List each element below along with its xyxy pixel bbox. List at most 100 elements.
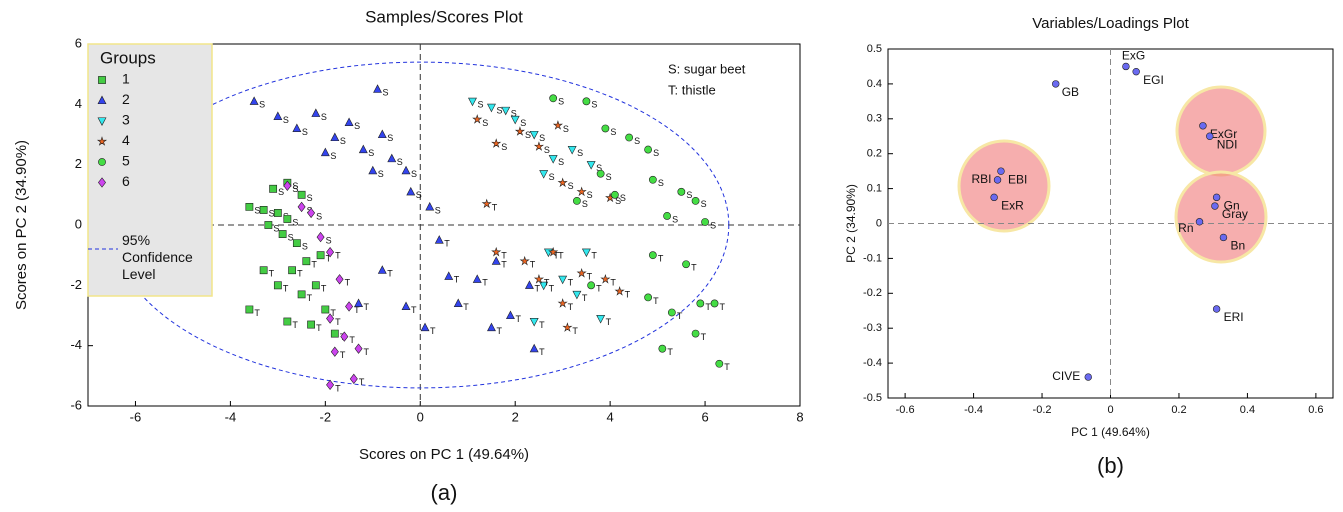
legend-marker [98,177,106,188]
point-label: EGI [1143,73,1164,87]
point-label: S [302,241,308,251]
point [326,246,335,258]
y-tick-label: 0.5 [867,43,882,55]
point [625,133,634,142]
point [425,201,435,211]
point [245,305,254,314]
point-label: T [321,284,327,294]
point [1052,80,1060,88]
y-axis-label: Scores on PC 2 (34.90%) [13,140,30,310]
point-label: S [316,211,322,221]
point [311,281,320,290]
point-label: T [568,278,574,288]
point [529,343,539,353]
point-label: EBI [1008,172,1027,186]
point [335,274,344,285]
point [297,201,306,213]
point-label: S [615,196,621,206]
legend-marker [97,95,107,105]
point [1122,62,1130,71]
point [529,130,539,140]
point [330,329,339,338]
point-label: T [311,260,317,270]
point-label: T [515,314,521,324]
point [581,248,591,258]
point-label: T [501,251,507,261]
point-label: S [539,133,545,143]
point [572,290,582,300]
point-label: S [292,184,298,194]
point-label: S [587,190,593,200]
point [472,274,482,283]
point-label: T [482,278,488,288]
point-label: T [677,311,683,321]
point-label: S [653,148,659,158]
point-label: ExR [1001,198,1024,212]
x-tick-label: 0 [417,409,424,424]
legend-label: 4 [122,132,130,148]
point [278,230,287,238]
x-tick-label: 0.4 [1240,404,1255,416]
point [576,186,587,197]
point [330,132,340,142]
point-label: Gn [1224,198,1240,212]
point-label: T [610,278,616,288]
point-label: S [259,100,265,110]
point-label: S [254,205,260,215]
chart-title: Samples/Scores Plot [365,7,523,26]
point [644,293,653,302]
point-label: T [587,272,593,282]
point-label: T [335,251,341,261]
point [491,256,501,265]
legend-label: 95% Confidence Level [122,232,193,282]
x-tick-label: 4 [607,409,614,424]
point [1195,218,1204,226]
point-label: T [539,347,545,357]
legend-marker [98,158,106,166]
point-label: S [496,106,502,116]
point-label: CIVE [1052,369,1080,383]
caption: (a) [431,480,458,505]
point [307,207,316,219]
point [297,190,306,199]
point-label: T [345,278,351,288]
x-tick-label: -0.2 [1033,404,1052,416]
point [273,111,283,120]
point-label: S [482,118,488,128]
point-label: S [273,223,279,233]
point [663,212,671,220]
point-label: T [359,377,365,387]
y-tick-label: -0.4 [863,357,882,369]
highlight-circle [1174,170,1268,264]
point-label: GB [1062,85,1079,99]
y-tick-label: -0.3 [863,322,882,334]
point-label: S [558,97,564,107]
point [691,196,700,205]
point-label: S [292,217,298,227]
legend-label: 1 [122,71,130,87]
point [292,123,302,133]
y-tick-label: 0.1 [867,183,882,195]
point-label: T [701,332,707,342]
x-tick-label: -4 [225,409,237,424]
point [501,106,511,116]
point-label: T [596,284,602,294]
point-label: S [411,169,417,179]
point-label: S [610,127,616,137]
y-tick-label: 4 [75,96,82,111]
point [596,314,606,324]
point [302,257,311,266]
point-label: T [553,251,559,261]
point-label: T [292,320,298,330]
legend: Groups 1 2 3 4 5 6 95% Confidence Level [87,43,213,297]
point-label: S [383,88,389,98]
point-label: NDI [1217,137,1238,151]
point-label: T [364,347,370,357]
point [377,129,387,139]
point [1211,202,1219,210]
point [1212,193,1221,201]
x-axis-label: Scores on PC 1 (49.64%) [359,446,529,463]
point [596,169,605,178]
point-label: S [568,181,574,191]
point-label: T [354,305,360,315]
